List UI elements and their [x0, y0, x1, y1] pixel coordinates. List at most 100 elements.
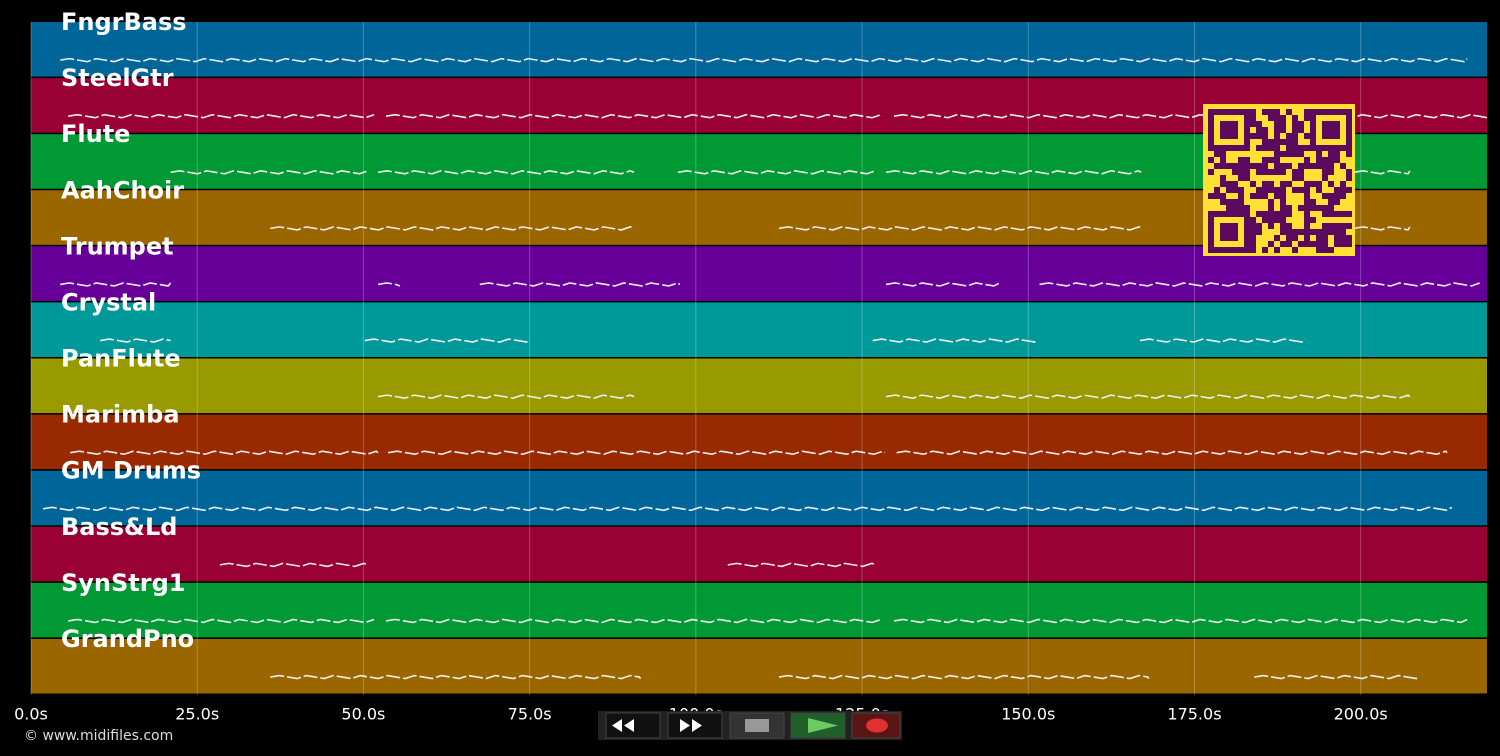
qr-cell [1256, 223, 1262, 229]
qr-cell [1340, 163, 1346, 169]
note-run [60, 57, 1468, 63]
note-run [60, 282, 172, 287]
note-run [68, 618, 375, 624]
qr-cell [1334, 127, 1340, 133]
track-band [31, 638, 1487, 694]
qr-cell [1346, 187, 1352, 193]
qr-cell [1274, 151, 1280, 157]
qr-cell [1250, 217, 1256, 223]
qr-cell [1232, 187, 1238, 193]
track-name: Marimba [61, 401, 180, 429]
qr-cell [1322, 109, 1328, 115]
qr-cell [1340, 145, 1346, 151]
qr-cell [1244, 121, 1250, 127]
qr-cell [1346, 235, 1352, 241]
qr-cell [1304, 163, 1310, 169]
qr-cell [1328, 181, 1334, 187]
qr-cell [1280, 199, 1286, 205]
play-button[interactable] [790, 712, 846, 739]
qr-cell [1244, 229, 1250, 235]
qr-cell [1304, 205, 1310, 211]
qr-cell [1256, 187, 1262, 193]
qr-cell [1220, 121, 1226, 127]
qr-cell [1226, 121, 1232, 127]
qr-cell [1310, 133, 1316, 139]
qr-cell [1334, 151, 1340, 157]
qr-cell [1268, 187, 1274, 193]
record-button[interactable] [851, 712, 901, 739]
qr-cell [1322, 163, 1328, 169]
qr-cell [1274, 193, 1280, 199]
note-run [270, 674, 642, 680]
qr-cell [1226, 229, 1232, 235]
qr-cell [1220, 193, 1226, 199]
qr-cell [1310, 199, 1316, 205]
qr-cell [1328, 169, 1334, 175]
qr-cell [1328, 223, 1334, 229]
qr-cell [1250, 247, 1256, 253]
qr-cell [1328, 145, 1334, 151]
rewind-button[interactable] [605, 712, 661, 739]
qr-cell [1304, 193, 1310, 199]
qr-cell [1268, 211, 1274, 217]
qr-cell [1220, 175, 1226, 181]
qr-cell [1298, 229, 1304, 235]
qr-cell [1286, 133, 1292, 139]
qr-cell [1226, 109, 1232, 115]
qr-cell [1322, 157, 1328, 163]
qr-cell [1226, 235, 1232, 241]
note-run [479, 282, 681, 287]
qr-cell [1220, 247, 1226, 253]
qr-cell [1286, 229, 1292, 235]
qr-cell [1208, 157, 1214, 163]
qr-cell [1304, 229, 1310, 235]
qr-cell [1334, 145, 1340, 151]
qr-cell [1280, 193, 1286, 199]
qr-cell [1316, 235, 1322, 241]
qr-cell [1256, 121, 1262, 127]
qr-cell [1220, 109, 1226, 115]
qr-cell [1292, 145, 1298, 151]
qr-cell [1208, 217, 1214, 223]
qr-cell [1214, 193, 1220, 199]
qr-cell [1322, 223, 1328, 229]
qr-cell [1226, 211, 1232, 217]
note-run [387, 450, 886, 456]
qr-cell [1298, 127, 1304, 133]
qr-cell [1322, 127, 1328, 133]
qr-cell [1280, 223, 1286, 229]
qr-cell [1274, 187, 1280, 193]
qr-cell [1208, 115, 1214, 121]
qr-cell [1292, 115, 1298, 121]
track-band [31, 414, 1487, 470]
qr-cell [1232, 199, 1238, 205]
qr-cell [1304, 211, 1310, 217]
qr-cell [1250, 229, 1256, 235]
qr-cell [1286, 181, 1292, 187]
qr-cell [1244, 115, 1250, 121]
qr-cell [1328, 133, 1334, 139]
qr-cell [1268, 157, 1274, 163]
qr-cell [1322, 235, 1328, 241]
qr-cell [1304, 157, 1310, 163]
qr-cell [1310, 205, 1316, 211]
qr-cell [1334, 211, 1340, 217]
qr-cell [1220, 181, 1226, 187]
qr-cell [1268, 139, 1274, 145]
qr-cell [1346, 121, 1352, 127]
qr-cell [1346, 211, 1352, 217]
qr-cell [1280, 169, 1286, 175]
qr-cell [1268, 169, 1274, 175]
qr-cell [1346, 127, 1352, 133]
qr-cell [1292, 133, 1298, 139]
qr-cell [1292, 187, 1298, 193]
forward-button[interactable] [667, 712, 723, 739]
stop-button[interactable] [729, 712, 785, 739]
qr-cell [1262, 163, 1268, 169]
qr-cell [1274, 163, 1280, 169]
qr-cell [1298, 169, 1304, 175]
qr-cell [1250, 121, 1256, 127]
qr-cell [1220, 127, 1226, 133]
qr-code [1203, 104, 1355, 256]
note-run [42, 506, 1453, 512]
